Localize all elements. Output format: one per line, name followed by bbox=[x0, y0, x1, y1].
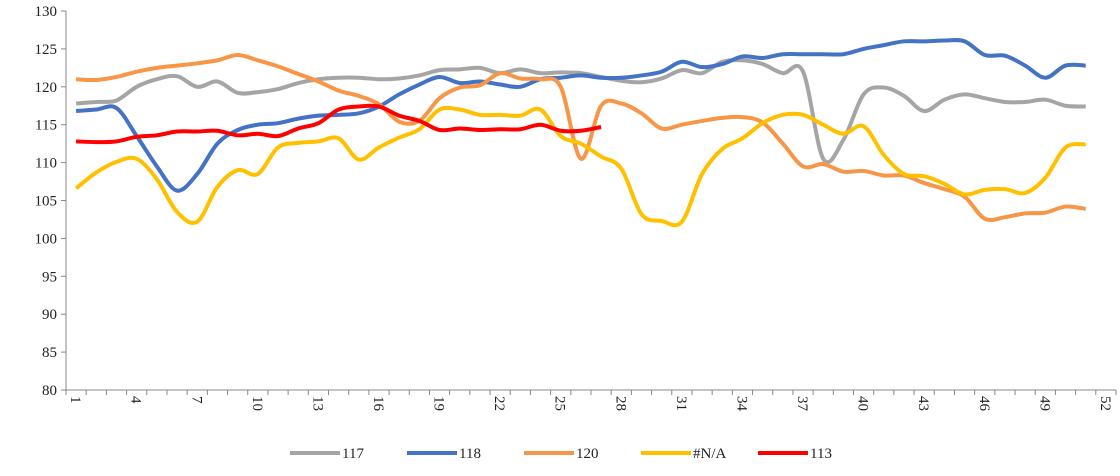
y-tick-label: 85 bbox=[42, 345, 57, 361]
y-tick-label: 95 bbox=[42, 269, 57, 285]
x-tick-label: 13 bbox=[309, 396, 325, 411]
x-tick-label: 31 bbox=[673, 396, 689, 411]
legend-label: 117 bbox=[342, 446, 364, 462]
y-tick-label: 90 bbox=[42, 307, 57, 323]
x-tick-label: 28 bbox=[612, 396, 628, 411]
y-tick-label: 130 bbox=[35, 4, 58, 20]
x-tick-label: 4 bbox=[128, 396, 144, 404]
x-tick-label: 10 bbox=[249, 396, 265, 411]
x-tick-label: 52 bbox=[1097, 396, 1113, 411]
y-tick-label: 100 bbox=[35, 231, 58, 247]
legend-label: 113 bbox=[810, 446, 832, 462]
x-tick-label: 46 bbox=[976, 396, 992, 412]
x-tick-label: 40 bbox=[855, 396, 871, 411]
x-tick-label: 16 bbox=[370, 396, 386, 412]
y-tick-label: 80 bbox=[42, 383, 57, 399]
x-tick-label: 1 bbox=[67, 396, 83, 404]
x-tick-label: 22 bbox=[491, 396, 507, 411]
y-tick-label: 120 bbox=[35, 80, 58, 96]
legend-label: 118 bbox=[459, 446, 481, 462]
series-line bbox=[74, 105, 1087, 228]
series-line bbox=[76, 103, 602, 145]
series-line bbox=[75, 58, 1086, 165]
x-tick-label: 43 bbox=[915, 396, 931, 411]
y-tick-label: 115 bbox=[35, 118, 57, 134]
x-tick-label: 37 bbox=[794, 396, 810, 412]
x-tick-label: 34 bbox=[733, 396, 749, 412]
y-tick-label: 125 bbox=[35, 42, 58, 58]
legend-label: 120 bbox=[576, 446, 599, 462]
legend-label: #N/A bbox=[693, 446, 727, 462]
y-tick-label: 110 bbox=[35, 156, 57, 172]
series-line bbox=[75, 38, 1086, 193]
series-line bbox=[75, 52, 1086, 223]
x-tick-label: 19 bbox=[431, 396, 447, 411]
x-tick-label: 7 bbox=[188, 396, 204, 404]
x-tick-label: 49 bbox=[1036, 396, 1052, 411]
x-tick-label: 25 bbox=[552, 396, 568, 411]
y-tick-label: 105 bbox=[35, 194, 58, 210]
